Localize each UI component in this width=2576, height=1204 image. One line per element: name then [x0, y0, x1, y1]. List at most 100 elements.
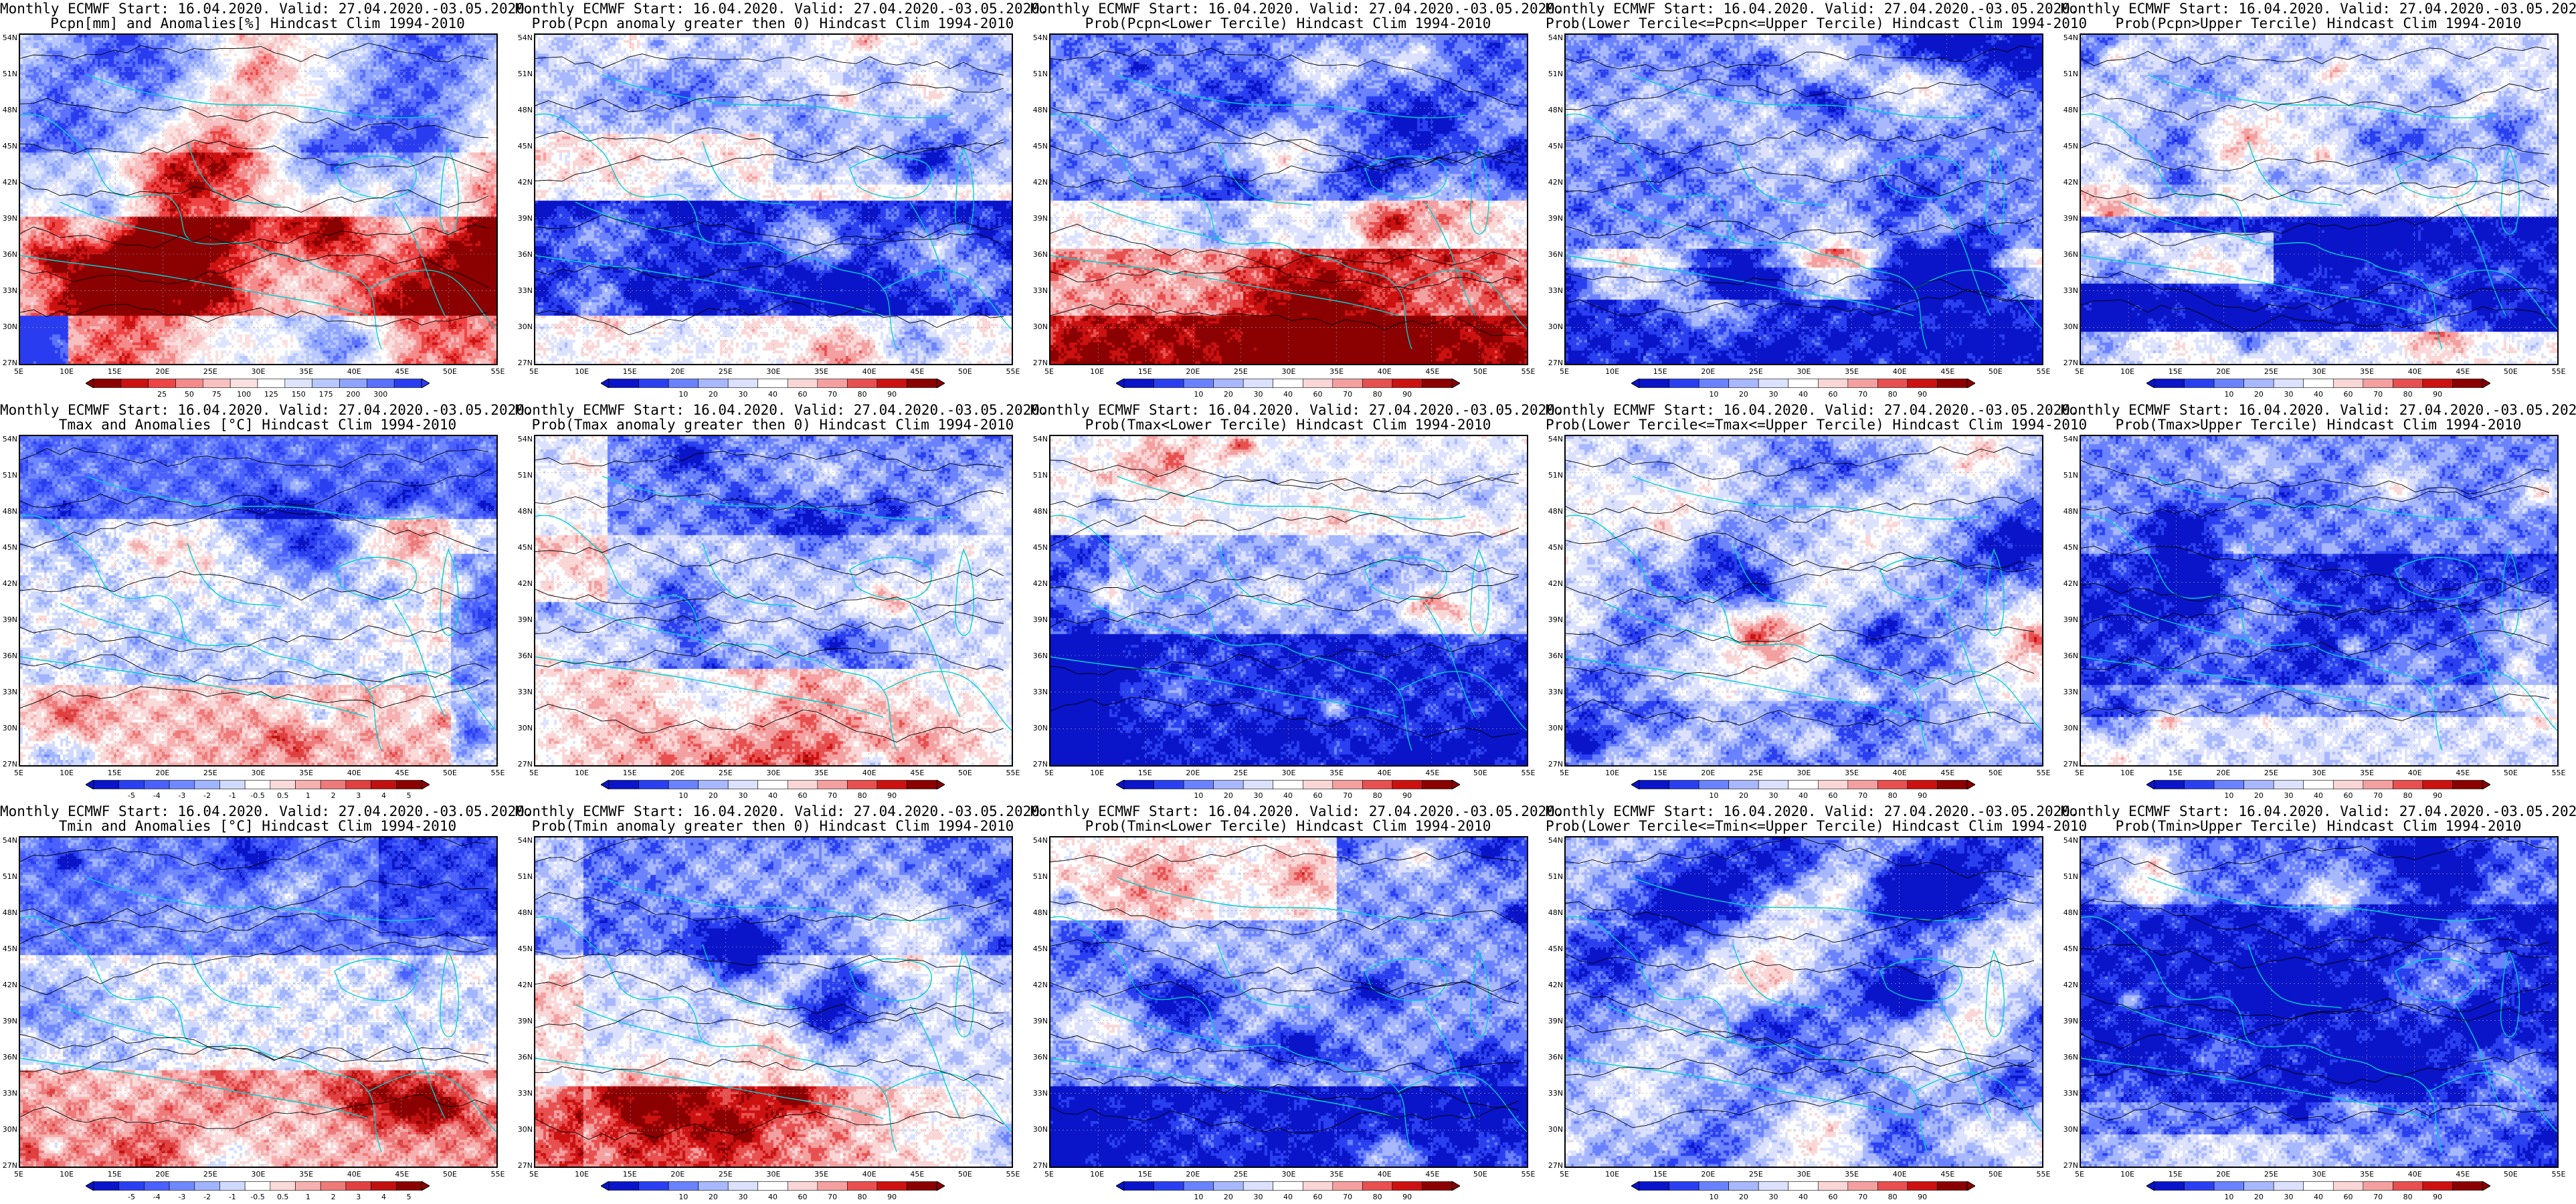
colorbar-segment	[1937, 1181, 1968, 1191]
coastline-border	[2428, 671, 2557, 731]
colorbar-tick-label: 80	[1888, 1193, 1898, 1201]
latitude-label: 30N	[1548, 724, 1563, 732]
colorbar-segment	[1243, 1181, 1274, 1191]
longitude-label: 25E	[1748, 367, 1763, 376]
coastline-border	[1090, 603, 1225, 644]
panel-title-line2: Prob(Lower Tercile<=Tmin<=Upper Tercile)…	[1546, 818, 2088, 834]
colorbar-segment	[2154, 379, 2185, 388]
coastline-border	[2147, 877, 2496, 921]
coastline-border	[1217, 141, 1312, 206]
longitude-label: 20E	[155, 1170, 170, 1179]
colorbar-tick-label: 10	[2224, 1193, 2234, 1201]
colorbar-segment	[1273, 379, 1303, 388]
colorbar-tick-label: 2	[331, 791, 336, 800]
colorbar-segment	[608, 379, 639, 388]
climatology-contour	[1566, 289, 2035, 317]
latitude-label: 30N	[1548, 1125, 1563, 1134]
climatology-contour	[2081, 83, 2550, 120]
colorbar-tick-label: 10	[2224, 390, 2234, 399]
longitude-label: 5E	[1560, 367, 1569, 376]
colorbar-tick-label: 60	[2343, 390, 2353, 399]
colorbar-segment	[1302, 379, 1333, 388]
colorbar-segment	[2422, 780, 2453, 789]
longitude-label: 20E	[155, 769, 170, 777]
latitude-label: 42N	[1032, 178, 1048, 187]
colorbar-tick-label: 70	[1858, 1193, 1868, 1201]
longitude-label: 35E	[2360, 1170, 2375, 1179]
longitude-label: 30E	[251, 367, 266, 376]
colorbar-end-left	[1631, 379, 1640, 388]
coastline-border	[602, 476, 951, 520]
coastline-border	[60, 201, 195, 243]
colorbar-tick-label: 0.5	[276, 791, 289, 800]
colorbar	[2146, 1181, 2490, 1191]
coastline-border	[849, 557, 932, 600]
colorbar	[2146, 780, 2490, 789]
longitude-label: 50E	[2503, 367, 2518, 376]
latitude-label: 36N	[2063, 651, 2078, 660]
colorbar-end-left	[2146, 780, 2155, 789]
climatology-contour	[2081, 942, 2550, 969]
coastline-border	[2500, 147, 2520, 235]
latitude-label: 48N	[2, 106, 17, 114]
colorbar-segment	[2452, 379, 2483, 388]
latitude-label: 51N	[1032, 872, 1048, 881]
longitude-label: 25E	[203, 1170, 217, 1179]
coastline-border	[2455, 1004, 2506, 1119]
longitude-label: 10E	[1090, 1170, 1105, 1179]
forecast-panel: Monthly ECMWF Start: 16.04.2020. Valid: …	[1030, 803, 1564, 1204]
colorbar-tick-label: -2	[203, 1193, 211, 1201]
colorbar-tick-label: 80	[2403, 1193, 2413, 1201]
coastline-border	[2428, 270, 2557, 330]
colorbar-segment	[339, 379, 367, 388]
coastline-border	[1732, 944, 1827, 1009]
latitude-label: 54N	[517, 836, 533, 845]
colorbar-segment	[2243, 780, 2274, 789]
colorbar-tick-label: 175	[318, 390, 333, 399]
colorbar-end-right	[421, 379, 430, 388]
colorbar-segment	[817, 379, 848, 388]
colorbar-tick-label: 70	[2373, 390, 2383, 399]
climatology-contour	[20, 571, 489, 601]
colorbar-segment	[1154, 1181, 1184, 1191]
coastline-border	[2120, 1004, 2256, 1045]
panel-title-line2: Tmin and Anomalies [°C] Hindcast Clim 19…	[58, 818, 457, 834]
coastline-border	[1364, 958, 1447, 1001]
latitude-label: 54N	[517, 435, 533, 443]
longitude-label: 35E	[1845, 1170, 1859, 1179]
longitude-label: 35E	[814, 769, 829, 777]
panel-title-line2: Prob(Lower Tercile<=Pcpn<=Upper Tercile)…	[1546, 15, 2088, 31]
longitude-label: 55E	[2551, 367, 2566, 376]
colorbar-tick-label: 20	[1223, 1193, 1233, 1201]
coastline-border	[334, 557, 417, 600]
colorbar	[1631, 379, 1975, 388]
colorbar-tick-label: 80	[857, 791, 867, 800]
coastline-border	[1732, 542, 1827, 607]
longitude-label: 45E	[1425, 367, 1440, 376]
climatology-contour	[20, 837, 489, 870]
climatology-contour	[1566, 45, 2035, 72]
climatology-contour	[535, 611, 1004, 635]
colorbar-end-left	[601, 780, 610, 789]
colorbar-segment	[1698, 780, 1729, 789]
climatology-contour	[2081, 189, 2550, 246]
colorbar-tick-label: 30	[738, 1193, 748, 1201]
latitude-label: 42N	[1032, 579, 1048, 588]
latitude-label: 51N	[2, 872, 17, 881]
coastline-border	[187, 542, 282, 607]
latitude-label: 36N	[2, 1053, 17, 1062]
map-overlay	[535, 35, 1012, 364]
longitude-label: 15E	[1137, 367, 1152, 376]
colorbar-segment	[371, 780, 397, 789]
colorbar-segment	[1422, 1181, 1453, 1191]
coastline-border	[2120, 603, 2256, 644]
climatology-contour	[1566, 496, 2035, 523]
colorbar-segment	[1639, 379, 1669, 388]
colorbar-tick-label: 30	[2284, 791, 2294, 800]
latitude-label: 36N	[2, 651, 17, 660]
colorbar-segment	[1907, 780, 1938, 789]
colorbar-segment	[118, 780, 145, 789]
climatology-contour	[2081, 299, 2550, 333]
colorbar-tick-label: 80	[1888, 390, 1898, 399]
longitude-label: 45E	[2456, 1170, 2470, 1179]
